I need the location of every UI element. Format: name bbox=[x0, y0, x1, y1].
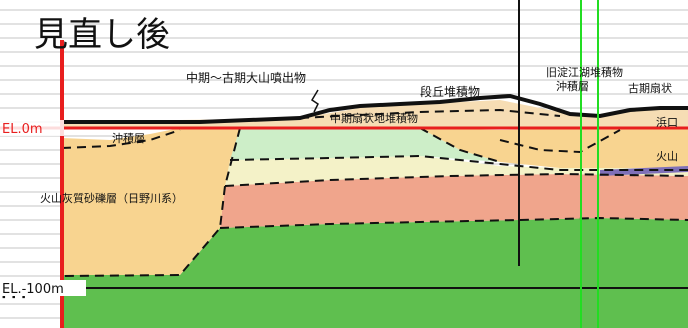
label-old-lake: 旧淀江湖堆積物 bbox=[546, 65, 623, 79]
label-alluvium-right: 沖積層 bbox=[556, 79, 589, 93]
leader-line bbox=[310, 89, 319, 113]
el-minus100-label-box bbox=[0, 280, 86, 296]
label-old-fan: 古期扇状 bbox=[628, 81, 672, 95]
el0-label: EL.0m bbox=[2, 122, 43, 137]
label-alluvium-left: 沖積層 bbox=[112, 131, 145, 145]
green-base-layer bbox=[62, 218, 688, 328]
el0-label-box bbox=[0, 120, 64, 136]
label-volcanic-right: 火山 bbox=[656, 150, 678, 163]
label-terrace: 段丘堆積物 bbox=[420, 84, 480, 99]
ground-surface-line bbox=[62, 93, 688, 124]
label-middle-late-daisen: 中期〜古期大山噴出物 bbox=[186, 70, 306, 85]
label-hamaguchi: 浜口 bbox=[656, 116, 678, 129]
pale-yellow-layer bbox=[225, 156, 688, 186]
salmon-layer bbox=[220, 174, 688, 228]
purple-band bbox=[600, 166, 688, 176]
el-minus100-label: EL.-100m bbox=[2, 282, 64, 297]
label-volcanic-gravel: 火山灰質砂礫層（日野川系） bbox=[40, 191, 183, 205]
orange-layer-left bbox=[62, 128, 240, 275]
label-middle-fan: 中期扇状地堆積物 bbox=[330, 111, 418, 125]
mint-layer bbox=[230, 128, 500, 162]
orange-layer-right bbox=[420, 128, 688, 168]
page-title: 見直し後 bbox=[34, 15, 170, 55]
